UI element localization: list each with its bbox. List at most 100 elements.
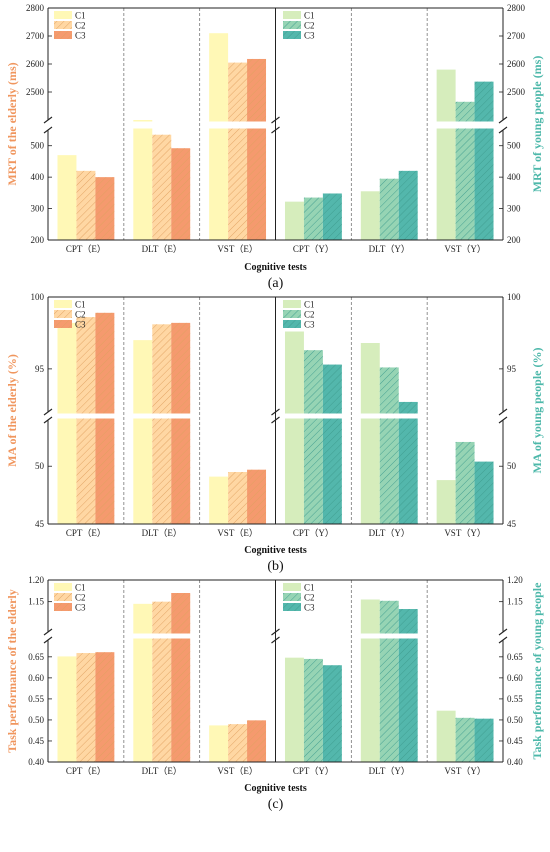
bar-C1-5 bbox=[436, 480, 456, 524]
legend-swatch-C1 bbox=[283, 300, 301, 308]
bar-hatch-C3-1 bbox=[171, 640, 191, 762]
bar-upper-hatch-C3-3 bbox=[322, 364, 342, 412]
category-label: CPT（Y） bbox=[293, 766, 334, 776]
legend-label-C2: C2 bbox=[304, 310, 315, 320]
bar-hatch-C2-4 bbox=[379, 420, 399, 524]
legend-swatch-hatch-C3 bbox=[283, 320, 301, 328]
bar-hatch-C2-2 bbox=[228, 724, 248, 762]
bar-hatch-C2-4 bbox=[379, 178, 399, 240]
legend-label-C3: C3 bbox=[304, 320, 315, 330]
tick-label-right: 1.15 bbox=[507, 597, 523, 607]
bar-upper-C1-5 bbox=[436, 69, 456, 120]
bar-C1-3 bbox=[284, 201, 304, 240]
tick-label-left: 100 bbox=[31, 292, 45, 302]
legend-swatch-hatch-C2 bbox=[283, 21, 301, 29]
legend-label-C1: C1 bbox=[75, 11, 86, 21]
category-label: VST（Y） bbox=[444, 766, 486, 776]
legend-label-C3: C3 bbox=[304, 31, 315, 41]
tick-label-right: 95 bbox=[507, 364, 517, 374]
tick-label-right: 0.60 bbox=[507, 673, 523, 683]
panel-0: 200 200 300 300 400 400 500 500 2500 2500 2600 2600… bbox=[5, 3, 544, 291]
y-axis-label-right: Task performance of young people bbox=[530, 582, 544, 760]
break-mark bbox=[43, 636, 53, 644]
category-label: DLT（Y） bbox=[369, 528, 410, 538]
bar-C1-2 bbox=[209, 725, 229, 762]
category-label: DLT（Y） bbox=[369, 766, 410, 776]
tick-label-right: 2600 bbox=[507, 59, 526, 69]
break-mark bbox=[43, 126, 53, 134]
category-label: VST（Y） bbox=[444, 244, 486, 254]
tick-label-left: 0.60 bbox=[28, 673, 44, 683]
bar-C1-1 bbox=[133, 640, 153, 762]
bar-hatch-C3-4 bbox=[398, 170, 418, 240]
legend-swatch-hatch-C3 bbox=[54, 603, 72, 611]
bar-upper-hatch-C2-1 bbox=[152, 324, 172, 412]
tick-label-left: 95 bbox=[35, 364, 45, 374]
tick-label-right: 0.40 bbox=[507, 757, 523, 767]
category-label: DLT（E） bbox=[142, 528, 182, 538]
bar-hatch-C3-5 bbox=[474, 461, 494, 524]
category-label: DLT（E） bbox=[142, 244, 182, 254]
legend-label-C3: C3 bbox=[304, 603, 315, 613]
bar-hatch-C3-3 bbox=[322, 420, 342, 524]
break-mark bbox=[498, 416, 508, 424]
bar-upper-C1-4 bbox=[360, 599, 380, 632]
bar-hatch-C2-2 bbox=[228, 472, 248, 524]
bar-hatch-C3-0 bbox=[95, 420, 115, 524]
legend-label-C2: C2 bbox=[304, 593, 315, 603]
bar-hatch-C2-1 bbox=[152, 134, 172, 240]
bar-C1-3 bbox=[284, 420, 304, 524]
legend-swatch-hatch-C3 bbox=[283, 603, 301, 611]
tick-label-right: 2700 bbox=[507, 31, 526, 41]
bar-upper-C1-1 bbox=[133, 340, 153, 412]
bar-upper-hatch-C3-0 bbox=[95, 312, 115, 412]
bar-upper-C1-3 bbox=[284, 331, 304, 412]
tick-label-left: 45 bbox=[35, 519, 45, 529]
category-label: DLT（E） bbox=[142, 766, 182, 776]
bar-hatch-C2-5 bbox=[455, 441, 475, 524]
break-mark bbox=[43, 628, 53, 636]
x-axis-label: Cognitive tests bbox=[244, 783, 307, 794]
tick-label-right: 45 bbox=[507, 519, 517, 529]
bar-C1-5 bbox=[436, 130, 456, 240]
bar-C1-3 bbox=[284, 657, 304, 762]
tick-label-left: 0.40 bbox=[28, 757, 44, 767]
category-label: CPT（Y） bbox=[293, 244, 334, 254]
bar-C1-4 bbox=[360, 420, 380, 524]
bar-C1-1 bbox=[133, 420, 153, 524]
legend-label-C1: C1 bbox=[75, 583, 86, 593]
legend-swatch-hatch-C2 bbox=[283, 593, 301, 601]
bar-C1-2 bbox=[209, 476, 229, 524]
tick-label-left: 0.65 bbox=[28, 652, 44, 662]
break-mark bbox=[498, 408, 508, 416]
x-axis-label: Cognitive tests bbox=[244, 545, 307, 556]
bar-C1-4 bbox=[360, 640, 380, 762]
y-axis-label-right: MA of young people (%) bbox=[530, 347, 544, 473]
bar-upper-hatch-C2-4 bbox=[379, 367, 399, 412]
bar-upper-C1-4 bbox=[360, 343, 380, 412]
bar-C1-2 bbox=[209, 130, 229, 240]
break-mark bbox=[271, 416, 280, 424]
tick-label-left: 0.55 bbox=[28, 694, 44, 704]
bar-upper-hatch-C2-4 bbox=[379, 600, 399, 632]
legend-label-C2: C2 bbox=[304, 21, 315, 31]
bar-upper-hatch-C2-0 bbox=[76, 317, 96, 412]
tick-label-right: 50 bbox=[507, 461, 517, 471]
bar-hatch-C3-3 bbox=[322, 193, 342, 240]
panel-1: 45 45 50 50 95 95 100 100 CPT（E） DLT（E） VST（E） CPT（… bbox=[5, 292, 544, 574]
bar-upper-hatch-C3-4 bbox=[398, 401, 418, 412]
bar-hatch-C2-3 bbox=[303, 420, 323, 524]
legend-swatch-hatch-C3 bbox=[54, 320, 72, 328]
legend-swatch-hatch-C2 bbox=[283, 310, 301, 318]
bar-upper-hatch-C2-3 bbox=[303, 350, 323, 412]
legend-swatch-hatch-C3 bbox=[54, 31, 72, 39]
bar-upper-hatch-C3-4 bbox=[398, 609, 418, 632]
bar-hatch-C2-5 bbox=[455, 130, 475, 240]
bar-hatch-C2-5 bbox=[455, 717, 475, 762]
tick-label-left: 200 bbox=[31, 235, 45, 245]
tick-label-right: 0.65 bbox=[507, 652, 523, 662]
legend-label-C3: C3 bbox=[75, 320, 86, 330]
break-mark bbox=[43, 408, 53, 416]
category-label: CPT（E） bbox=[66, 528, 106, 538]
legend-label-C3: C3 bbox=[75, 603, 86, 613]
